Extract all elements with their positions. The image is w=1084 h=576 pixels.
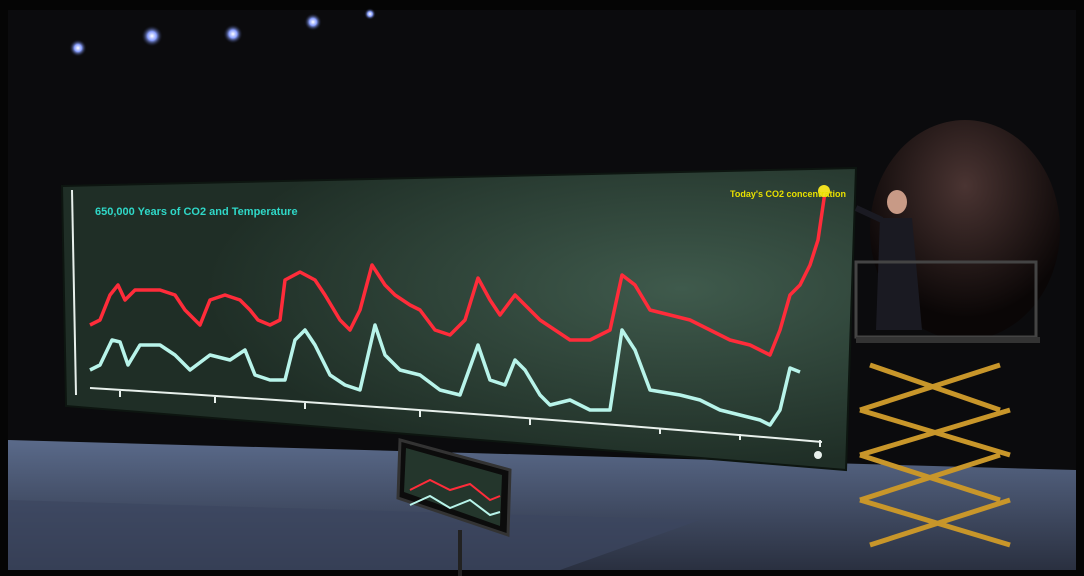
lift: [854, 260, 1040, 548]
floor-shade: [8, 500, 700, 570]
temperature-line: [89, 323, 801, 427]
screen: [60, 166, 858, 472]
axis-end-dot: [814, 451, 822, 459]
monitor: [396, 438, 512, 576]
chart-title: 650,000 Years of CO2 and Temperature: [95, 206, 298, 218]
co2-line: [89, 191, 827, 357]
ceiling-lights: [69, 8, 376, 57]
annotation: Today's CO2 concentration: [730, 189, 846, 199]
today-marker: [818, 185, 830, 197]
presenter: [854, 190, 922, 330]
axes: [71, 189, 823, 447]
